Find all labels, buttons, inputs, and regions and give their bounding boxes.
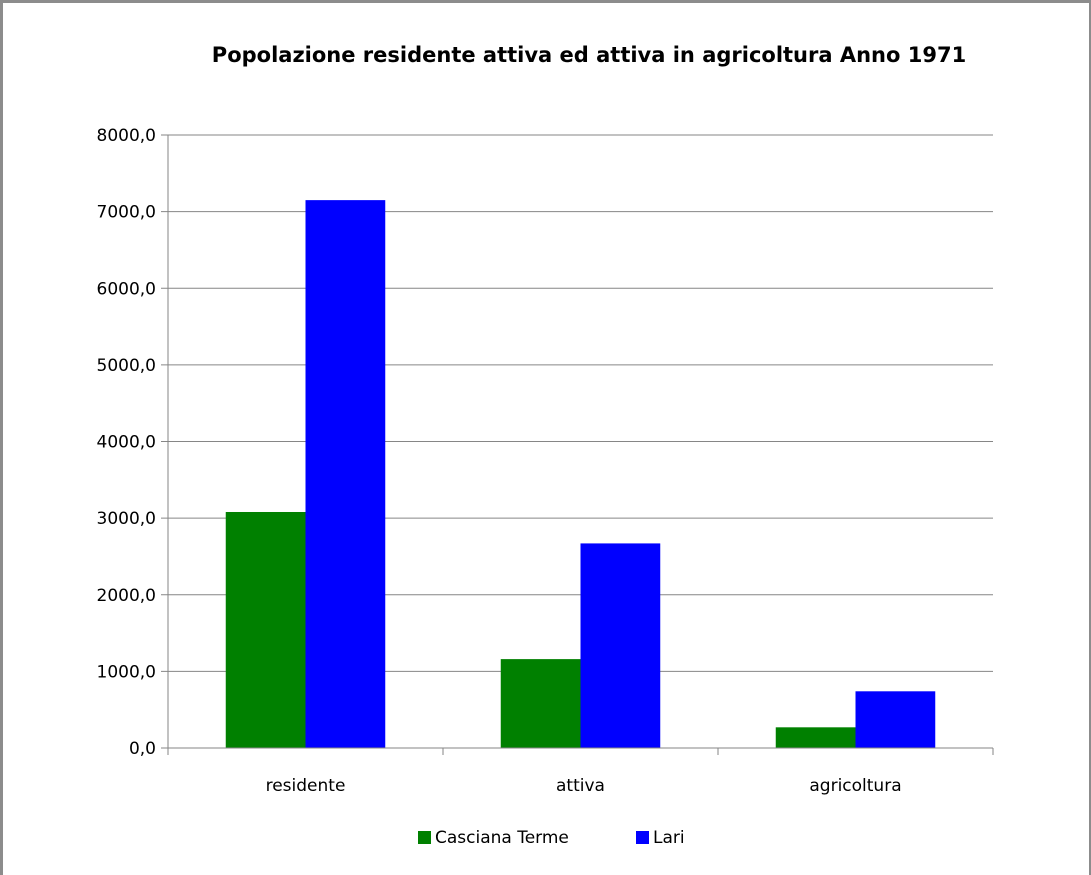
y-tick-label: 5000,0	[97, 356, 156, 376]
legend: Casciana Terme Lari	[418, 828, 685, 848]
legend-label: Casciana Terme	[435, 828, 569, 848]
x-axis-ticks: residente attiva agricoltura	[266, 776, 902, 796]
bar-casciana-terme-agricoltura	[775, 727, 856, 748]
legend-label: Lari	[653, 828, 685, 848]
y-tick-label: 8000,0	[97, 126, 156, 146]
axes	[161, 134, 994, 755]
bar-lari-residente	[305, 200, 386, 749]
x-tick-label: agricoltura	[809, 776, 901, 796]
y-tick-label: 0,0	[129, 739, 156, 759]
bar-lari-attiva	[580, 543, 661, 748]
bar-lari-agricoltura	[855, 691, 936, 748]
bar-casciana-terme-residente	[225, 511, 306, 748]
y-tick-label: 1000,0	[97, 662, 156, 682]
y-tick-label: 6000,0	[97, 279, 156, 299]
y-tick-label: 7000,0	[97, 203, 156, 223]
y-axis-ticks: 0,0 1000,0 2000,0 3000,0 4000,0 5000,0 6000,0 7…	[97, 126, 156, 759]
y-tick-label: 2000,0	[97, 586, 156, 606]
legend-swatch	[418, 831, 431, 844]
x-tick-label: residente	[266, 776, 346, 796]
bar-casciana-terme-attiva	[500, 659, 581, 748]
y-tick-label: 4000,0	[97, 433, 156, 453]
x-tick-label: attiva	[556, 776, 605, 796]
legend-swatch	[636, 831, 649, 844]
y-tick-label: 3000,0	[97, 509, 156, 529]
bars	[225, 200, 936, 749]
chart-title: Popolazione residente attiva ed attiva i…	[212, 43, 966, 67]
